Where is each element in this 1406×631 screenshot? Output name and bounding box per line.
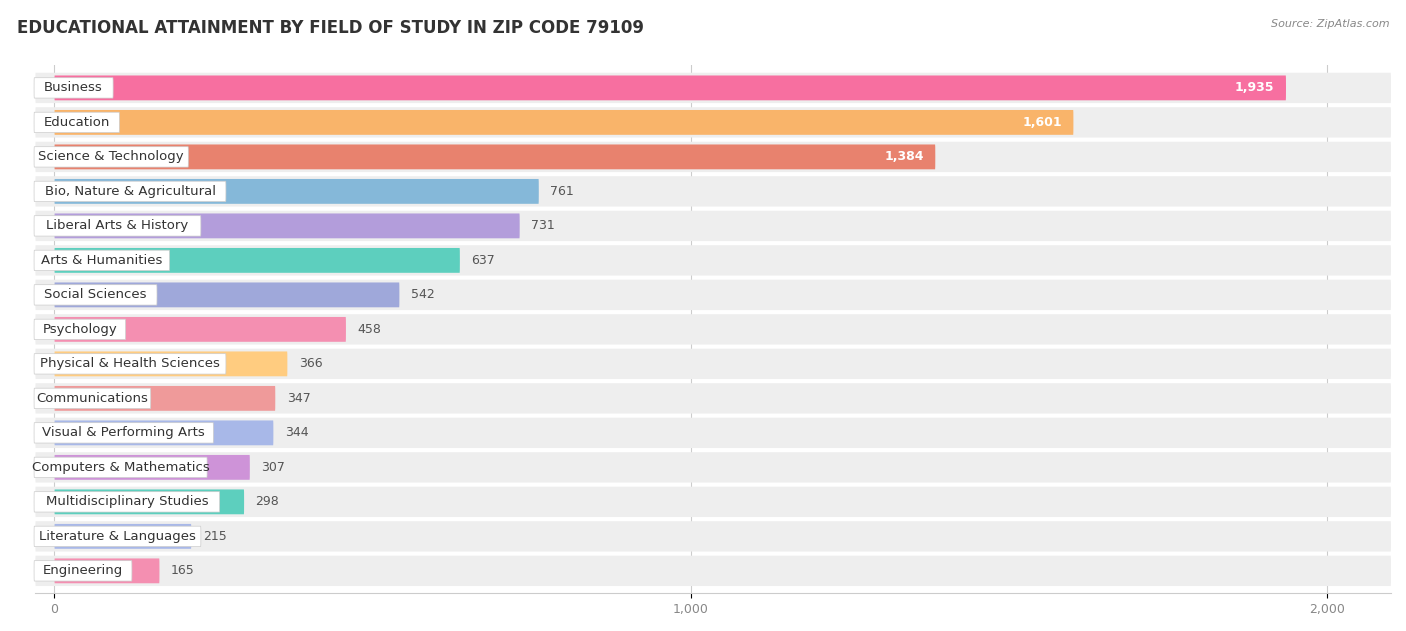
Text: Engineering: Engineering xyxy=(42,564,124,577)
FancyBboxPatch shape xyxy=(55,490,245,514)
Text: 542: 542 xyxy=(411,288,434,302)
Text: 1,601: 1,601 xyxy=(1022,116,1062,129)
FancyBboxPatch shape xyxy=(34,423,214,443)
FancyBboxPatch shape xyxy=(55,213,520,239)
FancyBboxPatch shape xyxy=(34,526,201,546)
Text: Bio, Nature & Agricultural: Bio, Nature & Agricultural xyxy=(45,185,215,198)
FancyBboxPatch shape xyxy=(35,107,1391,138)
FancyBboxPatch shape xyxy=(34,181,226,201)
FancyBboxPatch shape xyxy=(34,561,132,581)
FancyBboxPatch shape xyxy=(55,558,159,583)
Text: 307: 307 xyxy=(262,461,285,474)
Text: Computers & Mathematics: Computers & Mathematics xyxy=(32,461,209,474)
FancyBboxPatch shape xyxy=(35,418,1391,448)
FancyBboxPatch shape xyxy=(55,524,191,549)
FancyBboxPatch shape xyxy=(35,314,1391,345)
FancyBboxPatch shape xyxy=(34,285,157,305)
Text: 298: 298 xyxy=(256,495,280,509)
Text: 637: 637 xyxy=(471,254,495,267)
FancyBboxPatch shape xyxy=(35,521,1391,551)
Text: Science & Technology: Science & Technology xyxy=(38,150,184,163)
FancyBboxPatch shape xyxy=(34,354,226,374)
FancyBboxPatch shape xyxy=(55,76,1286,100)
Text: Social Sciences: Social Sciences xyxy=(44,288,146,302)
FancyBboxPatch shape xyxy=(34,492,219,512)
Text: 347: 347 xyxy=(287,392,311,405)
FancyBboxPatch shape xyxy=(35,349,1391,379)
FancyBboxPatch shape xyxy=(35,245,1391,276)
FancyBboxPatch shape xyxy=(55,455,250,480)
Text: 165: 165 xyxy=(172,564,194,577)
FancyBboxPatch shape xyxy=(55,179,538,204)
FancyBboxPatch shape xyxy=(55,248,460,273)
FancyBboxPatch shape xyxy=(55,283,399,307)
FancyBboxPatch shape xyxy=(34,457,207,478)
Text: Liberal Arts & History: Liberal Arts & History xyxy=(46,220,188,232)
FancyBboxPatch shape xyxy=(34,388,150,408)
Text: Communications: Communications xyxy=(37,392,149,405)
FancyBboxPatch shape xyxy=(35,487,1391,517)
Text: 366: 366 xyxy=(299,357,322,370)
FancyBboxPatch shape xyxy=(55,386,276,411)
Text: 1,384: 1,384 xyxy=(884,150,924,163)
Text: 1,935: 1,935 xyxy=(1234,81,1274,95)
Text: Business: Business xyxy=(44,81,103,95)
Text: Psychology: Psychology xyxy=(42,323,117,336)
Text: Visual & Performing Arts: Visual & Performing Arts xyxy=(42,427,205,439)
Text: Literature & Languages: Literature & Languages xyxy=(39,530,195,543)
Text: 215: 215 xyxy=(202,530,226,543)
FancyBboxPatch shape xyxy=(35,176,1391,206)
FancyBboxPatch shape xyxy=(55,110,1073,135)
Text: 761: 761 xyxy=(550,185,574,198)
FancyBboxPatch shape xyxy=(34,251,170,271)
Text: Education: Education xyxy=(44,116,110,129)
FancyBboxPatch shape xyxy=(35,142,1391,172)
Text: Physical & Health Sciences: Physical & Health Sciences xyxy=(39,357,219,370)
Text: Source: ZipAtlas.com: Source: ZipAtlas.com xyxy=(1271,19,1389,29)
FancyBboxPatch shape xyxy=(35,211,1391,241)
FancyBboxPatch shape xyxy=(55,317,346,342)
FancyBboxPatch shape xyxy=(35,452,1391,483)
FancyBboxPatch shape xyxy=(55,420,273,445)
FancyBboxPatch shape xyxy=(34,147,188,167)
FancyBboxPatch shape xyxy=(34,78,112,98)
FancyBboxPatch shape xyxy=(55,351,287,376)
FancyBboxPatch shape xyxy=(35,383,1391,413)
Text: Arts & Humanities: Arts & Humanities xyxy=(41,254,163,267)
FancyBboxPatch shape xyxy=(34,112,120,133)
Text: 344: 344 xyxy=(285,427,308,439)
FancyBboxPatch shape xyxy=(35,73,1391,103)
Text: Multidisciplinary Studies: Multidisciplinary Studies xyxy=(45,495,208,509)
FancyBboxPatch shape xyxy=(34,216,201,236)
FancyBboxPatch shape xyxy=(35,556,1391,586)
Text: EDUCATIONAL ATTAINMENT BY FIELD OF STUDY IN ZIP CODE 79109: EDUCATIONAL ATTAINMENT BY FIELD OF STUDY… xyxy=(17,19,644,37)
FancyBboxPatch shape xyxy=(34,319,125,339)
Text: 458: 458 xyxy=(357,323,381,336)
Text: 731: 731 xyxy=(531,220,555,232)
FancyBboxPatch shape xyxy=(55,144,935,169)
FancyBboxPatch shape xyxy=(35,280,1391,310)
